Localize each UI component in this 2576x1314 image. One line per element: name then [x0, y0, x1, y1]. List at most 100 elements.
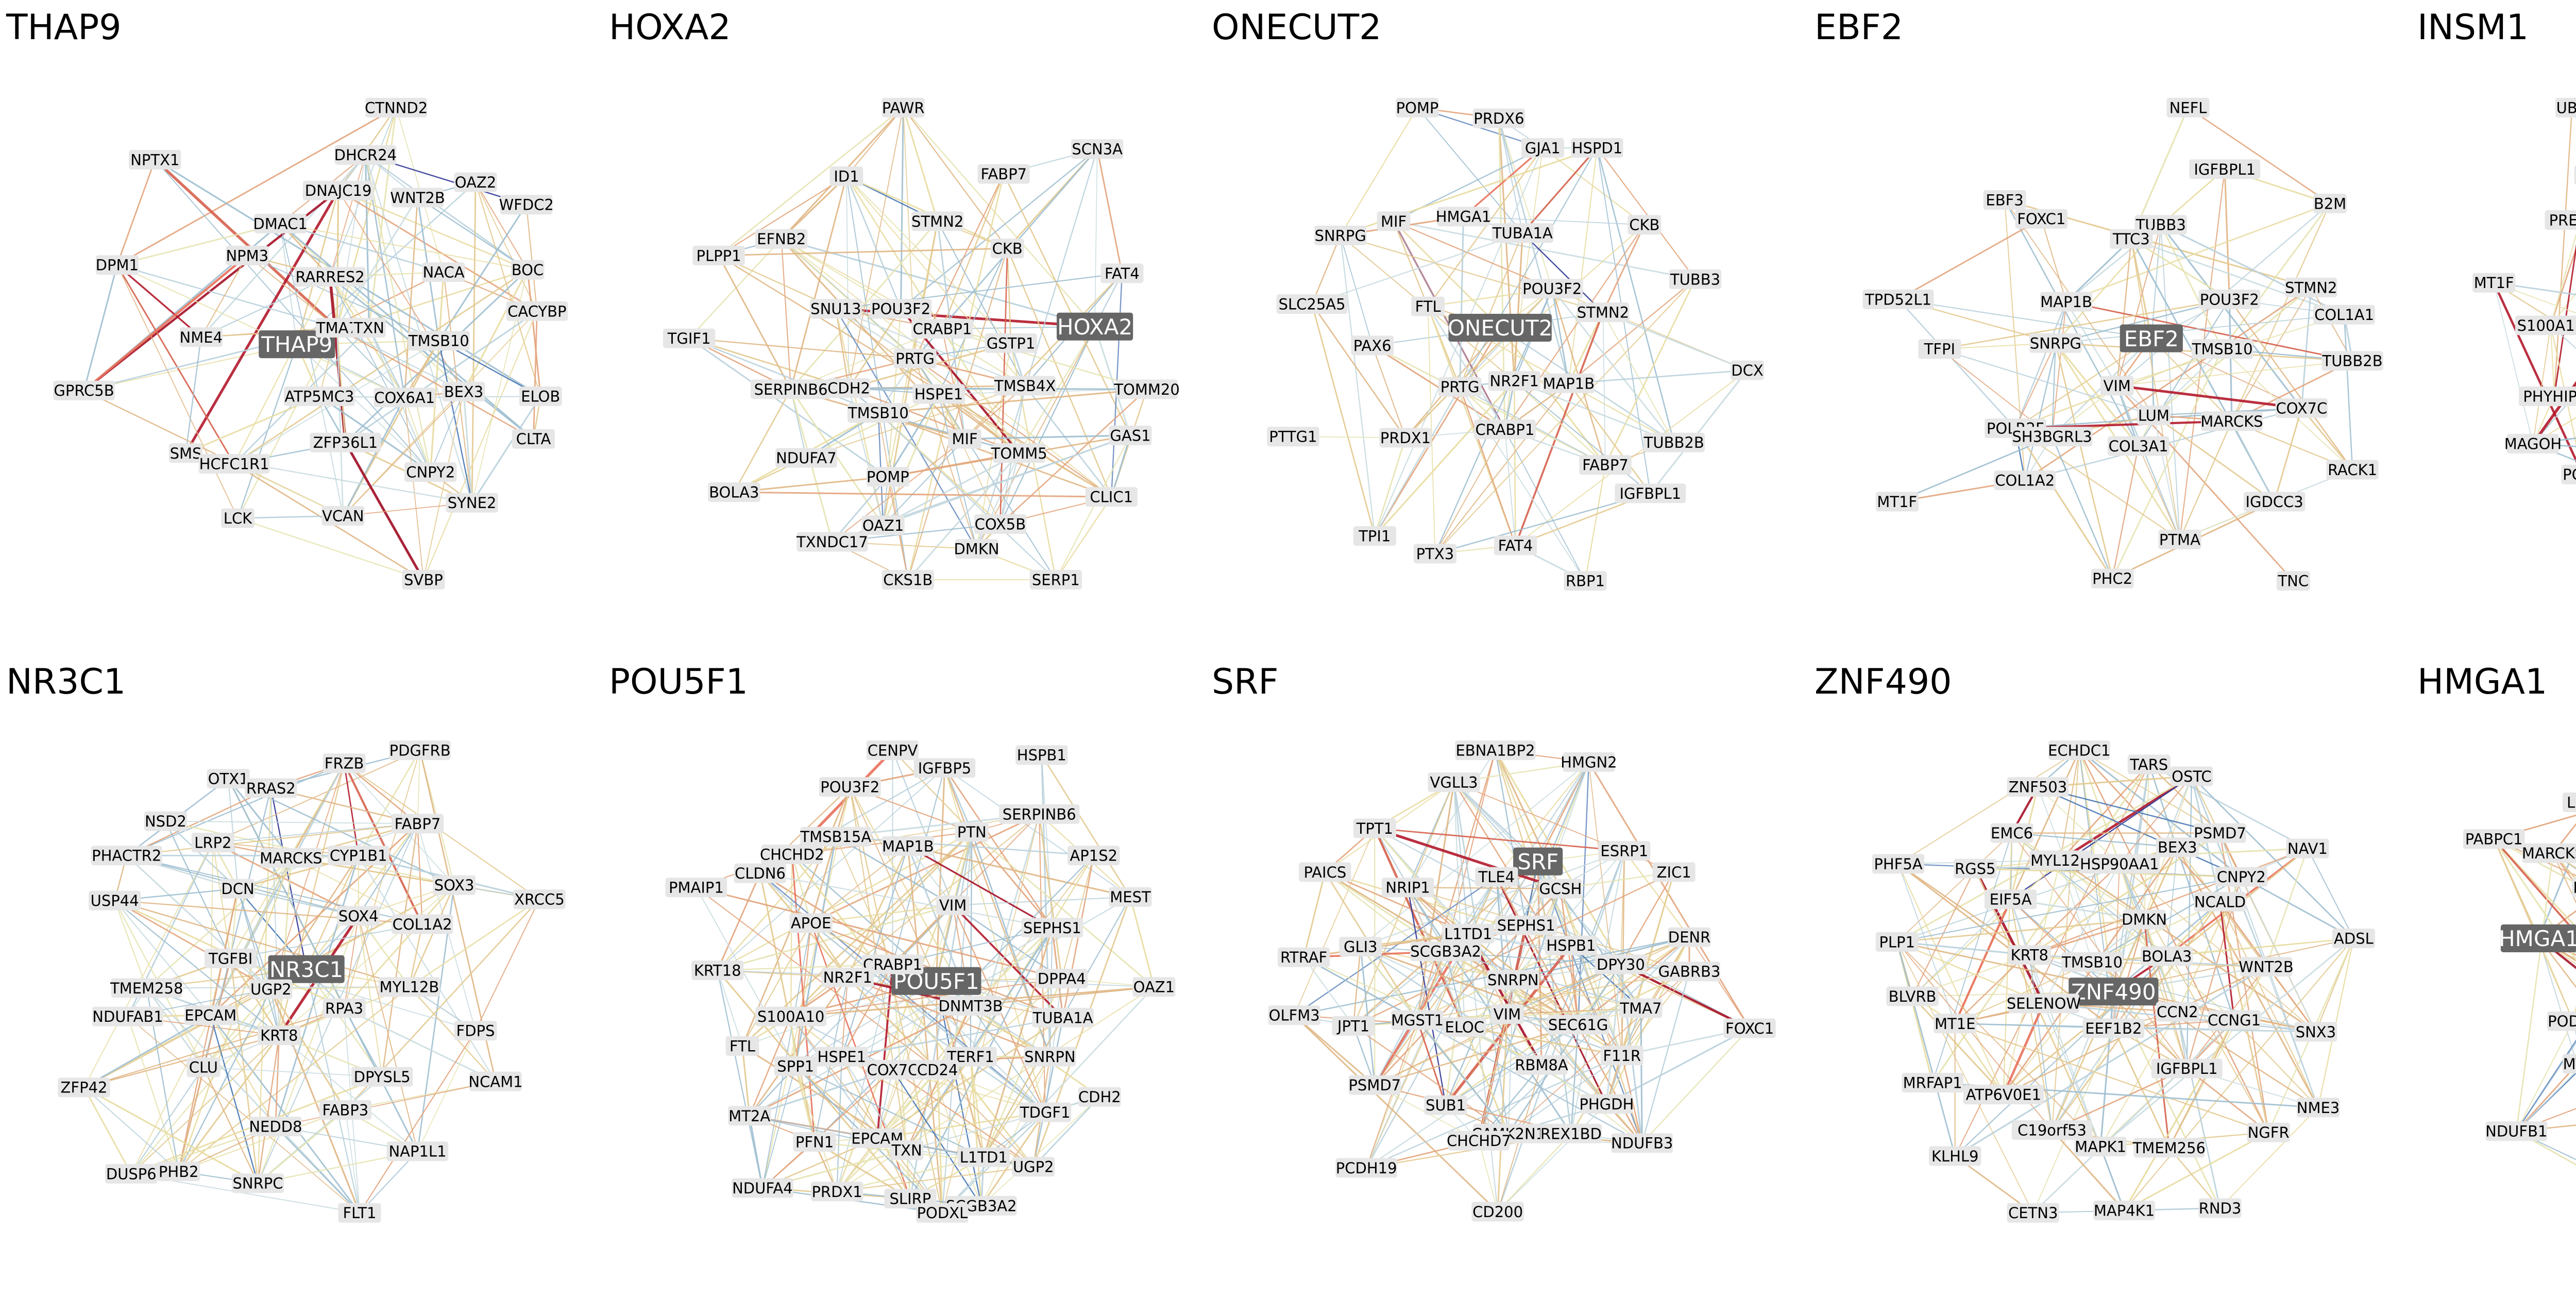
edge	[116, 264, 239, 518]
node-label-box	[1015, 745, 1068, 765]
gene-node-label: EFNB2	[757, 230, 806, 248]
node-label-box	[1513, 847, 1563, 875]
edge	[237, 888, 272, 990]
edge	[832, 476, 889, 543]
gene-node-label: TARS	[2129, 756, 2168, 773]
gene-node: OLFM3	[1268, 1005, 1320, 1025]
edge	[1416, 1019, 1447, 1106]
gene-node-label: NCALD	[2194, 893, 2246, 911]
node-label-box	[1652, 862, 1696, 882]
node-label-box	[338, 1203, 381, 1223]
edge	[1568, 369, 1748, 384]
edge	[1513, 381, 1516, 546]
network-panel-znf490: ZNF490 ZNF490 ECHDC1 TARS OSTC ZNF503 EMC6 PSMD…	[1808, 654, 2411, 1304]
edge	[146, 857, 292, 989]
node-label-box	[2029, 850, 2091, 870]
node-label-box	[1595, 954, 1647, 974]
node-label-box	[2198, 1198, 2242, 1218]
edge	[1407, 887, 1607, 1104]
gene-node: PCDH19	[1335, 1158, 1397, 1178]
gene-node: GCSH	[1539, 879, 1582, 899]
node-label-box	[1668, 927, 1711, 947]
node-label-box	[402, 570, 445, 589]
edge	[404, 397, 424, 580]
edge	[1551, 288, 1675, 443]
node-label-box	[391, 814, 444, 834]
gene-node: DCN	[221, 879, 255, 899]
gene-node: EPCAM	[184, 1005, 237, 1025]
edge	[2538, 938, 2576, 988]
gene-node-label: OAZ1	[862, 517, 904, 534]
gene-node: BEX3	[2156, 837, 2199, 857]
edge	[1602, 312, 1606, 465]
edge	[781, 239, 1112, 497]
node-label-box	[1109, 887, 1152, 907]
gene-node-label: KRT8	[260, 1027, 298, 1045]
gene-node-label: PDGFRB	[389, 742, 451, 759]
gene-node-label: HSPB1	[1017, 747, 1066, 764]
gene-node-label: L1TD1	[1444, 925, 1492, 942]
gene-node-label: CCNG1	[2208, 1012, 2261, 1029]
node-label-box	[2201, 411, 2263, 431]
gene-node: HCFC1R1	[198, 454, 270, 474]
node-label-box	[249, 1117, 302, 1137]
node-label-box	[2029, 333, 2082, 353]
edge	[999, 452, 1020, 525]
gene-node-label: ID1	[834, 168, 859, 186]
gene-node: FAT4	[1100, 263, 1144, 283]
gene-node: LCK	[221, 508, 255, 528]
edge	[2168, 966, 2267, 1148]
edge	[2160, 224, 2302, 409]
edge	[336, 197, 418, 328]
gene-node: NAV1	[2286, 838, 2329, 858]
gene-node: WNT2B	[2239, 957, 2294, 977]
gene-node: TUBB3	[1669, 269, 1722, 289]
edge	[1606, 872, 1675, 1104]
gene-node-label: PRDX1	[811, 1183, 862, 1201]
gene-node: ATP6V0E1	[1963, 1085, 2044, 1105]
edge	[696, 887, 796, 1067]
edge	[2553, 107, 2573, 397]
gene-node-label: COX6A1	[374, 389, 435, 407]
edge	[2176, 1012, 2221, 1208]
gene-node-label: POU3F2	[2200, 291, 2259, 308]
gene-node-label: VGLL3	[1430, 773, 1478, 791]
gene-node-label: TMA7	[316, 319, 358, 336]
node-label-box	[1332, 1016, 1375, 1036]
edge	[1897, 218, 2042, 300]
edge	[937, 1069, 1034, 1167]
gene-node-label: EMC6	[1991, 824, 2033, 842]
edge	[1620, 963, 1751, 1030]
node-label-box	[258, 1025, 301, 1046]
node-label-box	[751, 379, 832, 399]
edge	[2014, 343, 2056, 429]
gene-node: STMN2	[2285, 277, 2337, 297]
gene-node-label: VCAN	[322, 508, 364, 525]
edge	[127, 1016, 360, 1214]
edge	[742, 922, 811, 1047]
gene-node: DMAC1	[253, 213, 308, 233]
panel-title: INSM1	[2417, 7, 2529, 48]
edge	[2516, 1071, 2576, 1132]
edge	[2301, 408, 2353, 470]
edge	[475, 182, 538, 312]
gene-node-label: FOXC1	[2017, 210, 2065, 228]
gene-node-label: KRT18	[694, 962, 741, 980]
gene-node-label: CTNND2	[365, 99, 428, 116]
edge	[1303, 957, 1354, 1026]
edge	[1650, 369, 1748, 494]
node-label-box	[1057, 312, 1133, 341]
gene-node: MARCKS	[2522, 843, 2576, 863]
node-label-box	[728, 1106, 771, 1126]
edge	[841, 846, 909, 1057]
node-label-box	[912, 384, 965, 404]
gene-node: HSPE1	[912, 384, 965, 404]
gene-node: RGS5	[1954, 858, 1997, 879]
gene-node: TDGF1	[1019, 1102, 1072, 1122]
gene-node: NME3	[2297, 1098, 2340, 1118]
gene-node-label: CNPY2	[2217, 868, 2266, 886]
edge	[2052, 750, 2080, 1131]
gene-node: KRT18	[691, 961, 744, 980]
node-label-box	[1929, 1146, 1981, 1166]
